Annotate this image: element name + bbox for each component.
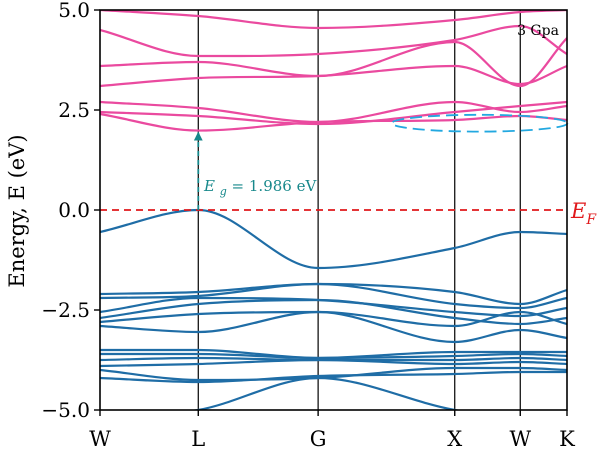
x-tick-label: L (191, 427, 205, 451)
valence-band-line (100, 310, 567, 344)
valence-band-line (100, 348, 567, 360)
conduction-band-line (100, 64, 567, 88)
y-axis-label: Energy, E (eV) (5, 134, 29, 287)
x-tick-label: K (559, 427, 575, 451)
y-tick-label: −5.0 (41, 398, 90, 422)
valence-band-line (100, 282, 567, 310)
x-tick-label: G (310, 427, 327, 451)
y-tick-label: −2.5 (41, 298, 90, 322)
x-tick-label: X (447, 427, 462, 451)
y-ticks: −5.0 −2.5 0.0 2.5 5.0 (41, 0, 100, 422)
bands (100, 10, 567, 410)
y-tick-label: 0.0 (58, 198, 90, 222)
pressure-label: 3 Gpa (517, 23, 559, 39)
conduction-band-line (100, 10, 567, 30)
conduction-band-line (100, 100, 567, 124)
valence-band-line (191, 376, 462, 410)
gap-label: E g = 1.986 eV (203, 177, 317, 198)
valence-band-line (100, 310, 567, 328)
x-tick-label: W (509, 427, 531, 451)
valence-band-line (100, 208, 567, 270)
y-tick-label: 5.0 (58, 0, 90, 22)
valence-band-line (100, 358, 567, 368)
y-tick-label: 2.5 (58, 98, 90, 122)
x-tick-label: W (89, 427, 111, 451)
fermi-label: EF (570, 199, 597, 228)
valence-band-line (100, 352, 567, 360)
annotations (193, 113, 569, 210)
valence-band-line (100, 282, 567, 306)
valence-band-line (100, 370, 567, 384)
conduction-band-line (100, 24, 567, 58)
valence-band-line (100, 298, 567, 326)
conduction-band-line (100, 100, 567, 126)
conduction-band-line (100, 37, 567, 88)
